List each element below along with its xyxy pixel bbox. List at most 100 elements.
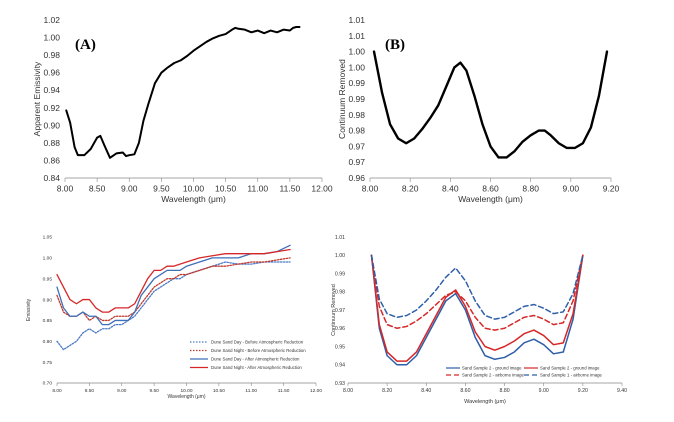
x-tick-label: 10.00 — [180, 388, 192, 394]
x-tick-label: 8.60 — [460, 388, 470, 394]
series-line-3 — [370, 254, 584, 331]
y-tick-label: 0.94 — [43, 85, 60, 95]
x-tick-label: 12.00 — [310, 388, 322, 394]
y-tick-label: 0.92 — [43, 103, 60, 113]
y-tick-label: 0.88 — [43, 138, 60, 148]
y-tick-label: 0.86 — [43, 155, 60, 165]
series-line-1 — [65, 26, 301, 159]
series-line-1 — [370, 254, 584, 366]
x-tick-label: 10.00 — [183, 184, 205, 194]
panel-label: (B) — [385, 37, 405, 53]
x-tick-label: 9.50 — [149, 388, 159, 394]
x-tick-label: 9.00 — [121, 184, 138, 194]
x-tick-label: 11.00 — [247, 184, 268, 194]
legend-label: Dune Sand Night - Before Atmospheric Red… — [211, 348, 306, 353]
legend-label: Dune Sand Day - After Atmospheric Reduct… — [211, 357, 300, 362]
x-axis-label: Wavelength (μm) — [464, 399, 506, 405]
y-tick-label: 1.02 — [43, 15, 60, 25]
y-axis-label: Continuum Removed — [337, 59, 347, 139]
y-tick-label: 0.97 — [348, 141, 365, 151]
x-axis-label: Wavelength (μm) — [458, 194, 523, 204]
x-axis-label: Wavelength (μm) — [168, 394, 206, 400]
x-tick-label: 8.20 — [382, 388, 392, 394]
x-tick-label: 8.40 — [442, 184, 459, 194]
x-tick-label: 8.40 — [421, 388, 431, 394]
panel-label: (A) — [75, 37, 96, 53]
legend-label: Sand Sample 2 - airborne image — [462, 373, 524, 378]
legend-label: Sand Sample 2 - ground image — [540, 366, 600, 371]
y-tick-label: 0.94 — [335, 363, 345, 369]
y-tick-label: 0.93 — [335, 381, 345, 387]
x-tick-label: 9.20 — [603, 184, 620, 194]
y-tick-label: 0.99 — [348, 94, 365, 104]
chart-1: 8.00 8.50 9.00 9.50 10.00 10.50 11.00 11.50 12.0… — [32, 15, 333, 204]
chart-4: 8.00 8.20 8.40 8.60 8.80 9.00 9.20 9.40 0.93 0.94… — [331, 235, 627, 405]
y-tick-label: 0.84 — [43, 173, 60, 183]
y-tick-label: 0.98 — [43, 50, 60, 60]
y-tick-label: 1.05 — [43, 235, 53, 241]
y-tick-label: 0.96 — [335, 326, 345, 332]
y-tick-label: 0.75 — [43, 360, 53, 366]
y-axis-label: Apparent Emissivity — [32, 61, 42, 136]
y-tick-label: 1.00 — [348, 47, 365, 57]
y-tick-label: 0.99 — [348, 78, 365, 88]
y-tick-label: 0.96 — [348, 173, 365, 183]
y-tick-label: 0.96 — [43, 68, 60, 78]
x-tick-label: 9.00 — [539, 388, 549, 394]
series-line-3 — [56, 244, 291, 326]
y-tick-label: 1.00 — [43, 256, 53, 262]
y-tick-label: 1.00 — [335, 253, 345, 259]
x-tick-label: 9.20 — [578, 388, 588, 394]
x-tick-label: 8.00 — [362, 184, 379, 194]
legend-label: Sand Sample 1 - airborne image — [540, 373, 602, 378]
y-tick-label: 0.98 — [348, 126, 365, 136]
series-line-2 — [370, 254, 584, 362]
series-line-2 — [56, 257, 291, 322]
y-tick-label: 0.98 — [335, 290, 345, 296]
legend-label: Sand Sample 2 - ground image — [462, 366, 522, 371]
y-tick-label: 1.01 — [348, 15, 365, 25]
x-tick-label: 11.00 — [245, 388, 257, 394]
x-tick-label: 8.60 — [482, 184, 499, 194]
y-axis-label: Continuum Removed — [331, 284, 337, 336]
x-tick-label: 8.80 — [500, 388, 510, 394]
y-tick-label: 0.98 — [348, 110, 365, 120]
y-tick-label: 0.95 — [335, 344, 345, 350]
x-tick-label: 11.50 — [278, 388, 290, 394]
x-axis-label: Wavelength (μm) — [161, 194, 226, 204]
x-tick-label: 8.20 — [402, 184, 419, 194]
y-tick-label: 0.97 — [335, 308, 345, 314]
y-tick-label: 1.00 — [43, 33, 60, 43]
series-line-4 — [56, 248, 291, 313]
series-line-1 — [56, 261, 291, 351]
legend: Dune Sand Day - Before Atmospheric Reduc… — [190, 340, 306, 370]
x-tick-label: 8.00 — [52, 388, 62, 394]
x-tick-label: 11.50 — [280, 184, 301, 194]
x-tick-label: 10.50 — [215, 184, 237, 194]
y-tick-label: 0.85 — [43, 318, 53, 324]
x-tick-label: 9.40 — [617, 388, 627, 394]
legend-label: Dune Sand Day - Before Atmospheric Reduc… — [211, 340, 304, 345]
y-tick-label: 0.70 — [43, 381, 53, 387]
x-tick-label: 8.00 — [343, 388, 353, 394]
x-tick-label: 12.00 — [311, 184, 333, 194]
series-line-1 — [372, 50, 609, 159]
x-tick-label: 9.00 — [563, 184, 580, 194]
chart-3: 8.00 8.50 9.00 9.50 10.00 10.50 11.00 11.50 12.0… — [26, 235, 322, 400]
legend-label: Dune Sand Night - After Atmospheric Redu… — [211, 365, 302, 370]
x-tick-label: 8.80 — [522, 184, 539, 194]
x-tick-label: 10.50 — [213, 388, 225, 394]
y-tick-label: 1.00 — [348, 62, 365, 72]
chart-2: 8.00 8.20 8.40 8.60 8.80 9.00 9.20 0.96 0.97 0.97… — [337, 15, 620, 204]
x-tick-label: 9.50 — [153, 184, 170, 194]
y-tick-label: 0.80 — [43, 339, 53, 345]
y-tick-label: 0.97 — [348, 157, 365, 167]
legend: Sand Sample 2 - ground image Sand Sample … — [446, 366, 602, 378]
x-tick-label: 8.50 — [85, 388, 95, 394]
y-tick-label: 0.99 — [335, 271, 345, 277]
y-axis-label: Emissivity — [26, 298, 32, 321]
series-line-4 — [370, 254, 584, 320]
y-tick-label: 1.01 — [348, 31, 365, 41]
